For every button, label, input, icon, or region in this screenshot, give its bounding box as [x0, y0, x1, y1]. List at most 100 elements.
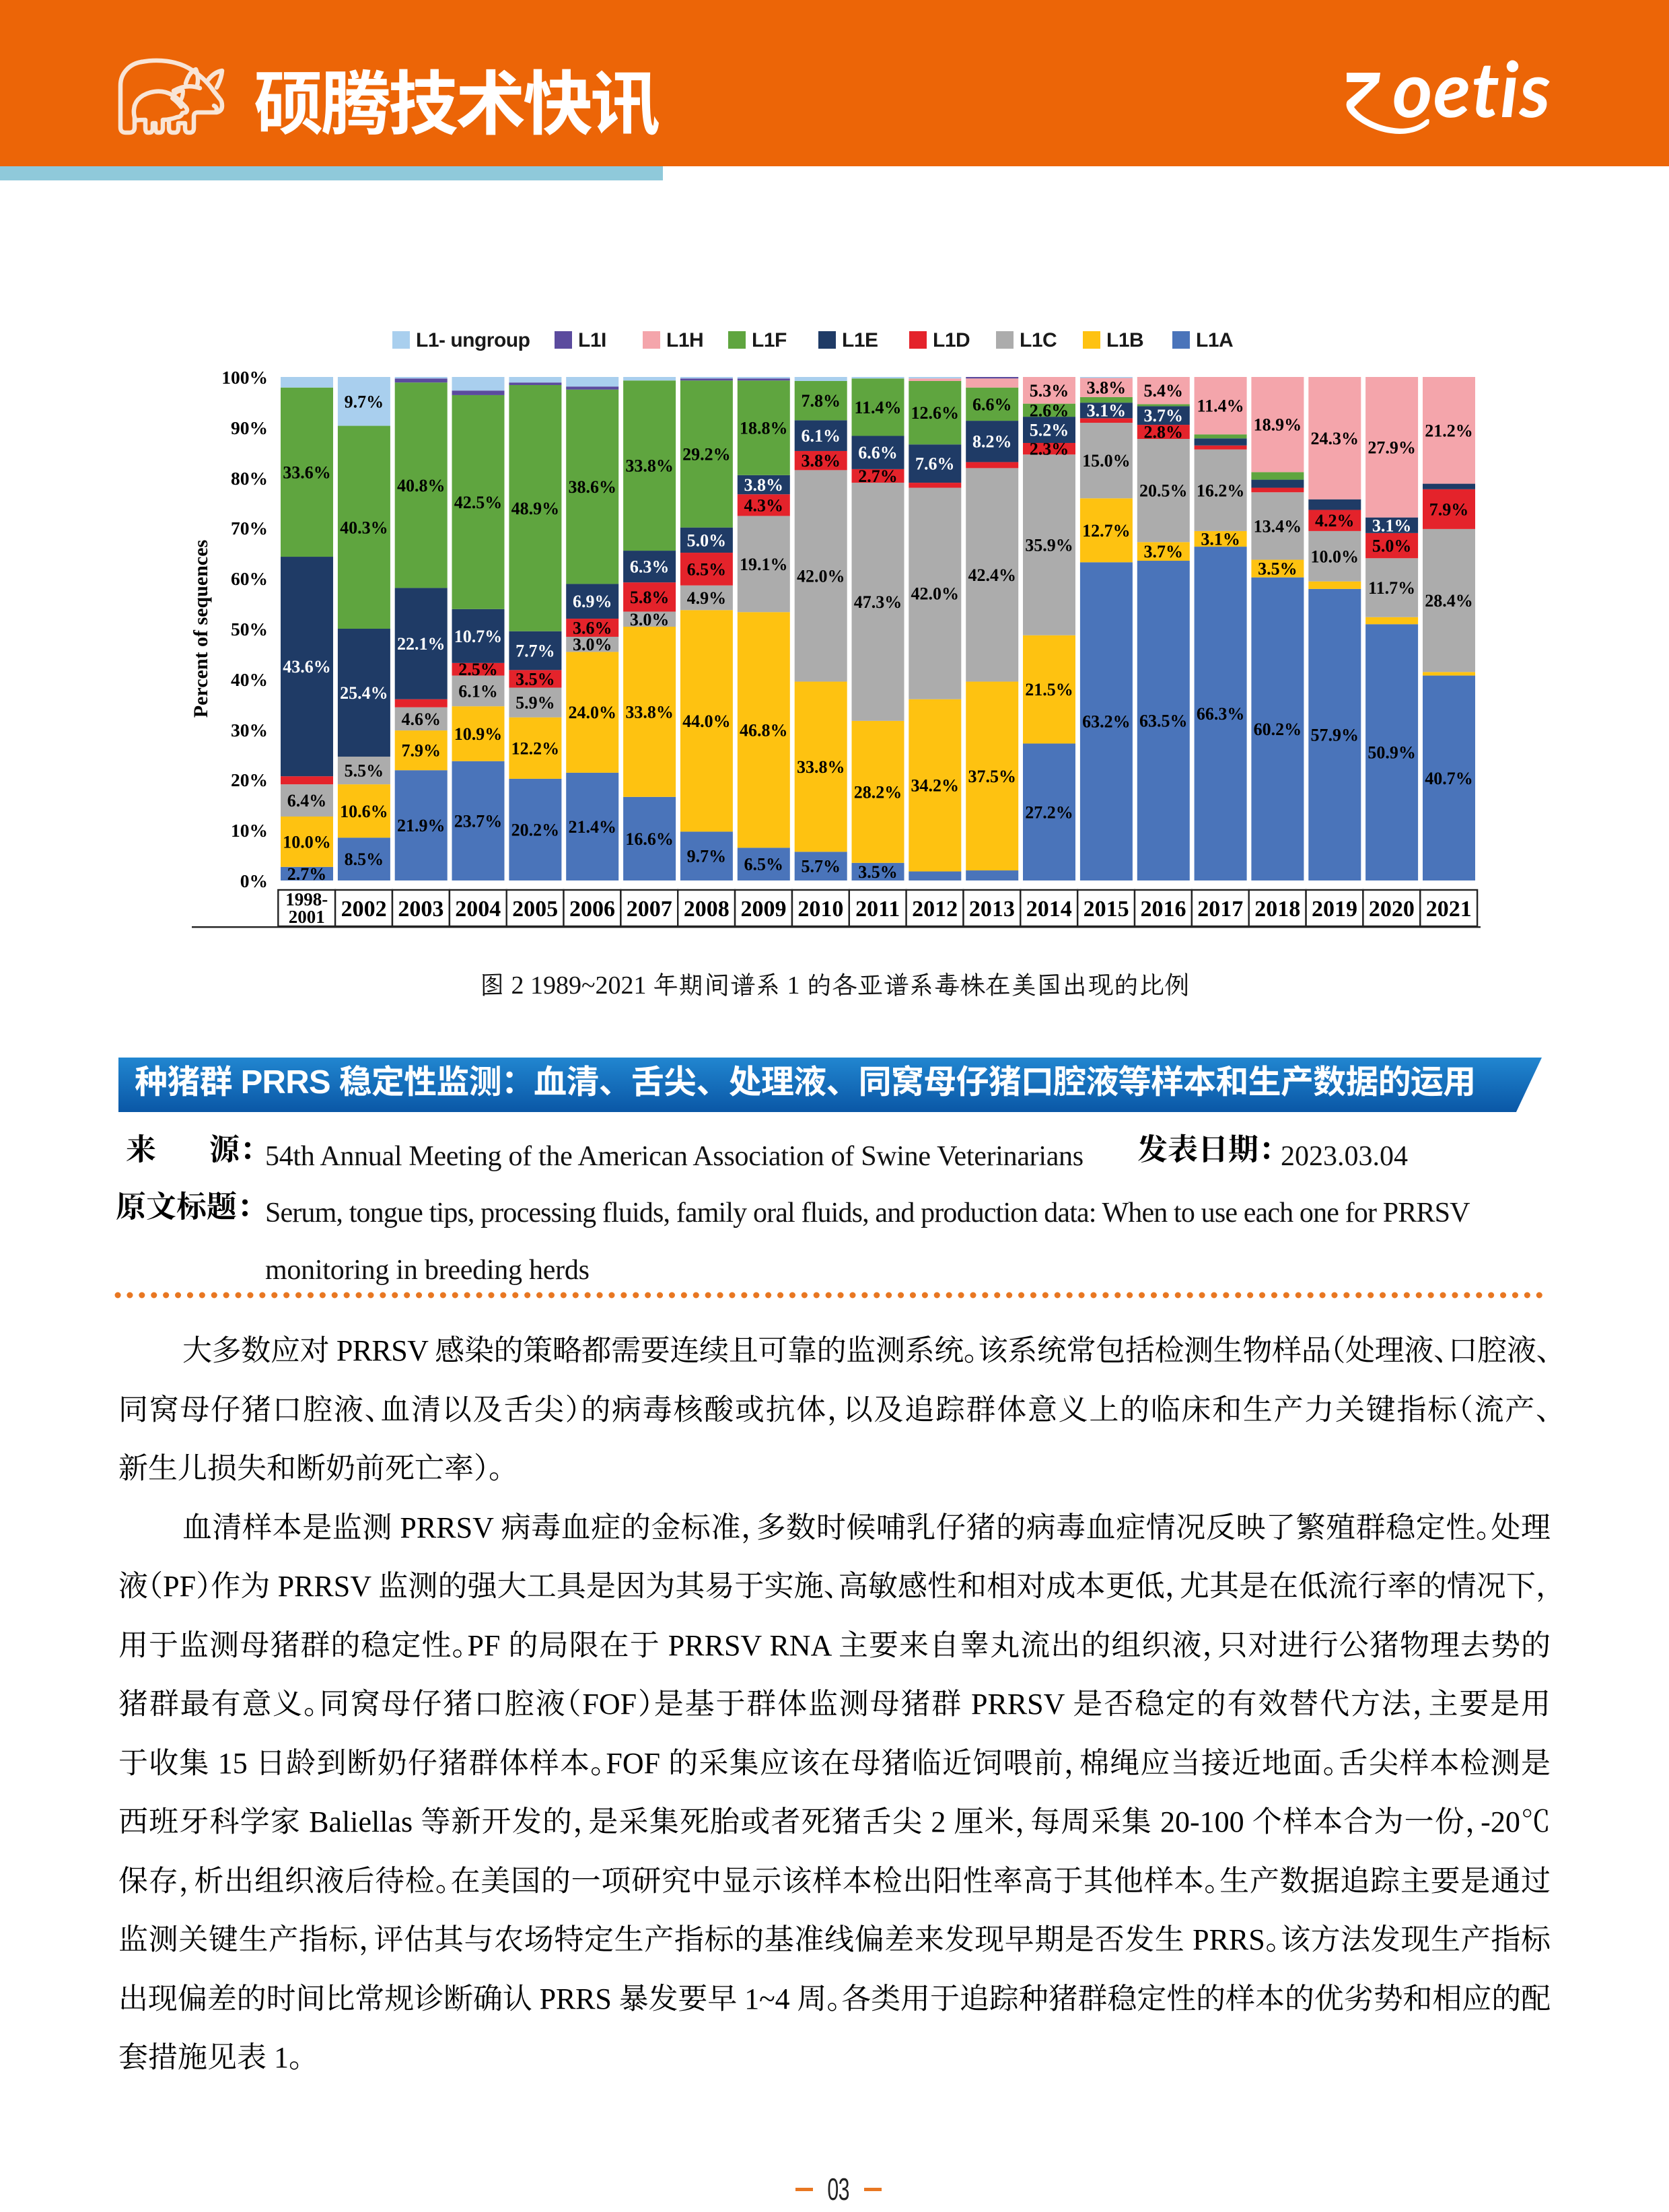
- svg-text:2007: 2007: [627, 897, 672, 922]
- svg-text:2018: 2018: [1254, 897, 1300, 922]
- svg-text:27.9%: 27.9%: [1368, 438, 1416, 457]
- svg-text:2001: 2001: [289, 907, 325, 927]
- svg-text:3.5%: 3.5%: [858, 862, 898, 882]
- svg-text:10.0%: 10.0%: [1311, 547, 1359, 566]
- svg-text:10.6%: 10.6%: [340, 802, 388, 821]
- svg-text:44.0%: 44.0%: [682, 712, 731, 731]
- svg-text:40.8%: 40.8%: [397, 476, 446, 495]
- svg-text:L1A: L1A: [1196, 329, 1233, 351]
- svg-text:7.6%: 7.6%: [915, 454, 955, 474]
- svg-text:63.2%: 63.2%: [1082, 712, 1131, 732]
- svg-text:5.4%: 5.4%: [1144, 381, 1184, 401]
- svg-text:2.8%: 2.8%: [1144, 423, 1184, 442]
- svg-text:50%: 50%: [231, 619, 268, 640]
- svg-text:22.1%: 22.1%: [397, 634, 446, 654]
- svg-text:5.5%: 5.5%: [345, 761, 384, 781]
- svg-text:10.9%: 10.9%: [454, 724, 503, 744]
- svg-text:4.2%: 4.2%: [1315, 511, 1355, 530]
- svg-text:13.4%: 13.4%: [1254, 516, 1302, 536]
- svg-text:18.8%: 18.8%: [740, 419, 788, 438]
- svg-text:11.7%: 11.7%: [1368, 578, 1415, 598]
- svg-text:27.2%: 27.2%: [1025, 802, 1073, 822]
- svg-text:2.7%: 2.7%: [858, 466, 898, 486]
- svg-text:21.5%: 21.5%: [1025, 680, 1073, 699]
- svg-text:42.4%: 42.4%: [968, 565, 1016, 585]
- svg-text:2019: 2019: [1312, 897, 1357, 922]
- svg-text:12.2%: 12.2%: [511, 738, 560, 758]
- svg-text:90%: 90%: [231, 417, 268, 438]
- svg-text:6.4%: 6.4%: [287, 791, 327, 810]
- svg-text:6.9%: 6.9%: [573, 592, 612, 611]
- svg-text:2002: 2002: [341, 897, 387, 922]
- svg-text:42.0%: 42.0%: [797, 567, 845, 586]
- svg-text:6.6%: 6.6%: [972, 394, 1012, 414]
- svg-text:100%: 100%: [221, 367, 268, 388]
- svg-text:21.9%: 21.9%: [397, 816, 446, 835]
- svg-text:9.7%: 9.7%: [687, 847, 727, 866]
- svg-text:2011: 2011: [855, 897, 900, 922]
- svg-text:2006: 2006: [569, 897, 615, 922]
- svg-text:2013: 2013: [969, 897, 1015, 922]
- svg-text:3.7%: 3.7%: [1144, 542, 1184, 561]
- svg-text:1998-: 1998-: [285, 889, 328, 909]
- svg-text:2012: 2012: [912, 897, 958, 922]
- svg-text:28.2%: 28.2%: [854, 782, 902, 802]
- svg-text:L1I: L1I: [578, 329, 606, 351]
- svg-text:28.4%: 28.4%: [1425, 591, 1473, 611]
- svg-text:37.5%: 37.5%: [968, 767, 1016, 786]
- svg-text:L1F: L1F: [752, 329, 787, 351]
- svg-text:42.5%: 42.5%: [454, 493, 503, 512]
- svg-text:2.6%: 2.6%: [1030, 401, 1069, 420]
- svg-text:Percent of sequences: Percent of sequences: [190, 540, 212, 718]
- svg-text:25.4%: 25.4%: [340, 683, 388, 703]
- svg-text:35.9%: 35.9%: [1025, 536, 1073, 555]
- svg-text:2017: 2017: [1197, 897, 1243, 922]
- svg-text:6.6%: 6.6%: [858, 443, 898, 462]
- svg-text:L1- ungroup: L1- ungroup: [416, 329, 530, 351]
- svg-text:40%: 40%: [231, 669, 268, 690]
- svg-text:3.1%: 3.1%: [1201, 530, 1240, 549]
- svg-text:42.0%: 42.0%: [911, 584, 960, 604]
- svg-text:5.0%: 5.0%: [687, 530, 727, 550]
- svg-text:33.8%: 33.8%: [797, 757, 845, 777]
- svg-text:20.2%: 20.2%: [511, 821, 560, 840]
- svg-text:5.8%: 5.8%: [630, 588, 670, 607]
- svg-text:L1B: L1B: [1106, 329, 1143, 351]
- svg-text:6.5%: 6.5%: [744, 855, 784, 874]
- svg-text:20.5%: 20.5%: [1139, 481, 1188, 501]
- svg-text:6.3%: 6.3%: [630, 557, 670, 577]
- svg-text:3.8%: 3.8%: [1087, 378, 1127, 398]
- svg-text:L1C: L1C: [1020, 329, 1057, 351]
- svg-text:6.1%: 6.1%: [801, 426, 841, 446]
- svg-text:38.6%: 38.6%: [568, 477, 616, 497]
- svg-text:48.9%: 48.9%: [511, 499, 560, 518]
- svg-text:3.5%: 3.5%: [1258, 559, 1298, 579]
- svg-text:5.0%: 5.0%: [1372, 537, 1412, 556]
- svg-text:5.7%: 5.7%: [801, 857, 841, 876]
- svg-text:33.6%: 33.6%: [283, 462, 331, 482]
- svg-text:3.0%: 3.0%: [630, 610, 670, 629]
- svg-text:3.1%: 3.1%: [1372, 516, 1412, 535]
- svg-text:3.5%: 3.5%: [516, 669, 555, 689]
- svg-text:6.5%: 6.5%: [687, 559, 727, 579]
- svg-text:2004: 2004: [455, 897, 501, 922]
- svg-text:29.2%: 29.2%: [682, 444, 731, 464]
- svg-text:2020: 2020: [1369, 897, 1415, 922]
- svg-text:L1E: L1E: [842, 329, 878, 351]
- svg-text:5.3%: 5.3%: [1030, 381, 1069, 401]
- svg-text:2016: 2016: [1141, 897, 1186, 922]
- svg-text:24.0%: 24.0%: [568, 703, 616, 722]
- svg-text:5.2%: 5.2%: [1030, 421, 1069, 440]
- svg-text:L1H: L1H: [666, 329, 703, 351]
- svg-text:33.8%: 33.8%: [625, 456, 674, 476]
- svg-text:10.7%: 10.7%: [454, 627, 503, 646]
- svg-text:0%: 0%: [240, 870, 268, 891]
- svg-text:80%: 80%: [231, 468, 268, 489]
- svg-text:40.3%: 40.3%: [340, 518, 388, 537]
- svg-text:2008: 2008: [684, 897, 730, 922]
- svg-text:2003: 2003: [398, 897, 443, 922]
- svg-text:23.7%: 23.7%: [454, 811, 503, 831]
- svg-text:57.9%: 57.9%: [1311, 726, 1359, 745]
- svg-text:8.5%: 8.5%: [345, 850, 384, 869]
- svg-text:3.1%: 3.1%: [1087, 401, 1127, 421]
